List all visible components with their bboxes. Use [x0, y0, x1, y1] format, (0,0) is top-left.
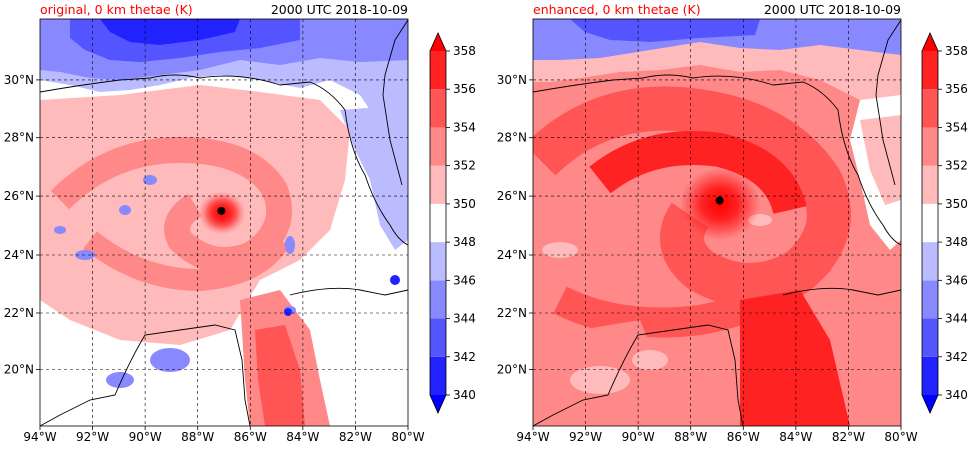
- x-tick-label: 90°W: [129, 430, 162, 444]
- x-tick-label: 80°W: [391, 430, 424, 444]
- colorbar-extend-min: [922, 395, 938, 413]
- x-tick-label: 90°W: [622, 430, 655, 444]
- colorbar-tick-label: 346: [453, 273, 476, 287]
- y-tick-label: 30°N: [4, 73, 34, 87]
- colorbar-extend-max: [922, 33, 938, 51]
- x-tick-label: 94°W: [516, 430, 549, 444]
- panel-enhanced: enhanced, 0 km thetae (K) 2000 UTC 2018-…: [497, 2, 918, 444]
- colorbar-segment: [922, 51, 938, 90]
- colorbar-enhanced: 340 342 344 346 348 350 352 354 356 358: [921, 32, 968, 414]
- y-axis-ticks: 20°N 22°N 24°N 26°N 28°N 30°N: [497, 73, 533, 377]
- storm-center-marker: [715, 196, 724, 205]
- panel-title-left: original, 0 km thetae (K): [40, 2, 193, 17]
- y-tick-label: 28°N: [4, 131, 34, 145]
- colorbar-segment: [430, 89, 446, 128]
- colorbar-tick-label: 354: [453, 120, 476, 134]
- colorbar-segment: [922, 89, 938, 128]
- y-tick-label: 22°N: [4, 306, 34, 320]
- colorbar-segment: [430, 242, 446, 281]
- y-tick-label: 22°N: [497, 306, 527, 320]
- colorbar-original: 340 342 344 346 348 350 352 354 356 358: [429, 32, 476, 414]
- x-tick-label: 84°W: [779, 430, 812, 444]
- colorbar-extend-max: [430, 33, 446, 51]
- colorbar-tick-label: 350: [453, 197, 476, 211]
- colorbar-tick-label: 358: [453, 44, 476, 58]
- x-tick-label: 82°W: [339, 430, 372, 444]
- y-tick-label: 20°N: [497, 363, 527, 377]
- colorbar-segment: [430, 356, 446, 395]
- x-axis-ticks: 94°W 92°W 90°W 88°W 86°W 84°W 82°W 80°W: [516, 426, 918, 444]
- y-tick-label: 30°N: [497, 73, 527, 87]
- axes-frame: [532, 18, 902, 427]
- colorbar-segment: [922, 203, 938, 243]
- y-tick-label: 26°N: [4, 189, 34, 203]
- colorbar-segment: [430, 318, 446, 357]
- colorbar-tick-label: 340: [453, 388, 476, 402]
- x-tick-label: 92°W: [569, 430, 602, 444]
- colorbar-tick-label: 348: [945, 235, 968, 249]
- colorbar-tick-label: 352: [453, 159, 476, 173]
- x-tick-label: 92°W: [76, 430, 109, 444]
- colorbar-segment: [922, 318, 938, 357]
- y-tick-label: 24°N: [497, 248, 527, 262]
- colorbar-segment: [922, 127, 938, 166]
- y-axis-ticks: 20°N 22°N 24°N 26°N 28°N 30°N: [4, 73, 40, 377]
- colorbar-extend-min: [430, 395, 446, 413]
- y-tick-label: 26°N: [497, 189, 527, 203]
- x-tick-label: 82°W: [832, 430, 865, 444]
- colorbar-tick-label: 356: [453, 82, 476, 96]
- y-tick-label: 20°N: [4, 363, 34, 377]
- x-tick-label: 86°W: [727, 430, 760, 444]
- y-tick-label: 28°N: [497, 131, 527, 145]
- colorbar-segment: [922, 280, 938, 319]
- colorbar-tick-label: 358: [945, 44, 968, 58]
- colorbar-tick-label: 356: [945, 82, 968, 96]
- colorbar-segment: [922, 242, 938, 281]
- colorbar-tick-label: 342: [945, 350, 968, 364]
- colorbar-tick-label: 344: [453, 312, 476, 326]
- panel-title-right: 2000 UTC 2018-10-09: [764, 2, 901, 17]
- colorbar-segment: [430, 127, 446, 166]
- x-axis-ticks: 94°W 92°W 90°W 88°W 86°W 84°W 82°W 80°W: [23, 426, 425, 444]
- x-tick-label: 86°W: [234, 430, 267, 444]
- storm-center-marker: [217, 206, 226, 215]
- panel-original: original, 0 km thetae (K) 2000 UTC 2018-…: [4, 2, 425, 444]
- colorbar-tick-label: 340: [945, 388, 968, 402]
- colorbar-tick-label: 354: [945, 120, 968, 134]
- colorbar-segment: [430, 203, 446, 243]
- map-field-enhanced: [533, 19, 901, 426]
- colorbar-segment: [430, 51, 446, 90]
- map-field-original: [40, 19, 408, 426]
- colorbar-tick-label: 352: [945, 159, 968, 173]
- panel-title-left: enhanced, 0 km thetae (K): [533, 2, 701, 17]
- x-tick-label: 80°W: [884, 430, 917, 444]
- colorbar-tick-label: 342: [453, 350, 476, 364]
- axes-frame: [39, 18, 409, 427]
- x-tick-label: 88°W: [181, 430, 214, 444]
- panel-title-right: 2000 UTC 2018-10-09: [271, 2, 408, 17]
- colorbar-segment: [922, 165, 938, 204]
- colorbar-segment: [430, 280, 446, 319]
- x-tick-label: 94°W: [23, 430, 56, 444]
- colorbar-segment: [922, 356, 938, 395]
- colorbar-tick-label: 350: [945, 197, 968, 211]
- x-tick-label: 88°W: [674, 430, 707, 444]
- colorbar-tick-label: 344: [945, 312, 968, 326]
- x-tick-label: 84°W: [286, 430, 319, 444]
- y-tick-label: 24°N: [4, 248, 34, 262]
- colorbar-tick-label: 346: [945, 273, 968, 287]
- colorbar-segment: [430, 165, 446, 204]
- colorbar-tick-label: 348: [453, 235, 476, 249]
